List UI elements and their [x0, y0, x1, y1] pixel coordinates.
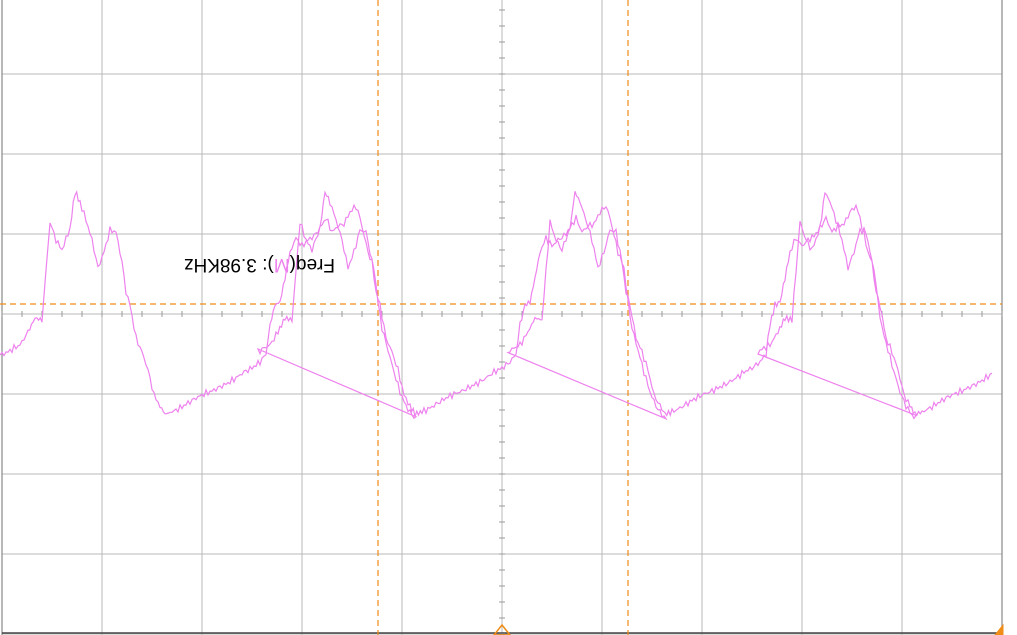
markers [493, 623, 1004, 635]
waveform-trace [0, 190, 993, 421]
frequency-measurement: Freq(M): 3.98KHz [165, 250, 335, 278]
center-axis-ticks [1, 9, 1003, 635]
frequency-label-suffix: ): [262, 254, 274, 275]
triangle-marker-icon[interactable] [994, 623, 1004, 635]
frequency-label: Freq( [289, 254, 335, 275]
frequency-value: 3.98KHz [184, 254, 257, 275]
triangle-marker-icon[interactable] [493, 623, 511, 635]
channel-label: M [273, 254, 290, 275]
